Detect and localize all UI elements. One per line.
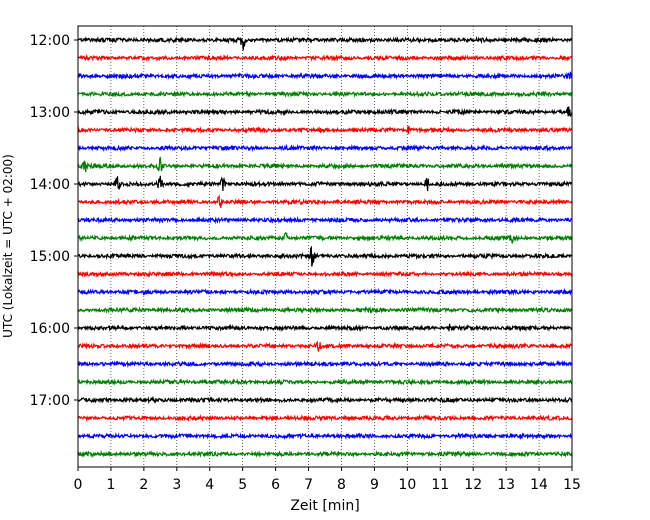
seismic-trace [77, 156, 573, 173]
x-tick-label: 9 [370, 477, 379, 493]
x-tick-label: 4 [205, 477, 214, 493]
x-tick-label: 5 [238, 477, 247, 493]
y-axis-label: UTC (Lokalzeit = UTC + 02:00) [1, 154, 15, 338]
x-tick-label: 2 [139, 477, 148, 493]
seismic-trace [77, 194, 573, 208]
seismic-trace [77, 216, 573, 225]
seismic-trace [77, 125, 573, 135]
seismic-trace [77, 143, 573, 153]
x-tick-label: 10 [398, 477, 416, 493]
x-tick-label: 3 [172, 477, 181, 493]
y-tick-label: 16:00 [30, 321, 70, 337]
seismic-trace [77, 305, 573, 314]
seismic-trace [77, 323, 573, 333]
seismic-trace [77, 245, 573, 267]
x-tick-label: 6 [271, 477, 280, 493]
seismic-trace [77, 106, 573, 117]
seismic-trace [77, 231, 573, 244]
y-tick-label: 14:00 [30, 177, 70, 193]
x-axis-label: Zeit [min] [290, 498, 359, 514]
y-tick-label: 15:00 [30, 249, 70, 265]
seismic-trace [77, 90, 573, 99]
seismic-trace [77, 396, 573, 405]
seismic-trace [77, 175, 573, 192]
seismic-trace [77, 53, 573, 62]
seismic-trace [77, 71, 573, 81]
x-tick-label: 13 [497, 477, 515, 493]
seismic-traces [77, 35, 573, 458]
seismic-trace [77, 432, 573, 441]
x-tick-label: 7 [304, 477, 313, 493]
seismic-trace [77, 270, 573, 279]
x-tick-label: 15 [563, 477, 581, 493]
x-axis-ticks: 0 1 2 3 4 5 6 7 8 9 10 11 12 13 14 15 [74, 467, 581, 493]
x-tick-label: 1 [106, 477, 115, 493]
plot-background [78, 26, 572, 467]
y-tick-label: 17:00 [30, 393, 70, 409]
y-tick-label: 12:00 [30, 33, 70, 49]
x-tick-label: 0 [74, 477, 83, 493]
seismic-trace [77, 377, 573, 386]
seismic-trace [77, 413, 573, 423]
x-tick-label: 12 [464, 477, 482, 493]
x-tick-label: 14 [530, 477, 548, 493]
seismic-trace [77, 287, 573, 297]
y-axis-ticks: 12:00 13:00 14:00 15:00 16:00 17:00 [30, 33, 78, 409]
plot-frame [77, 25, 573, 468]
seismic-trace [77, 359, 573, 369]
seismic-trace [77, 35, 573, 51]
x-tick-label: 8 [337, 477, 346, 493]
y-tick-label: 13:00 [30, 105, 70, 121]
seismic-trace [77, 340, 573, 353]
x-tick-label: 11 [431, 477, 449, 493]
seismic-trace [77, 449, 573, 458]
